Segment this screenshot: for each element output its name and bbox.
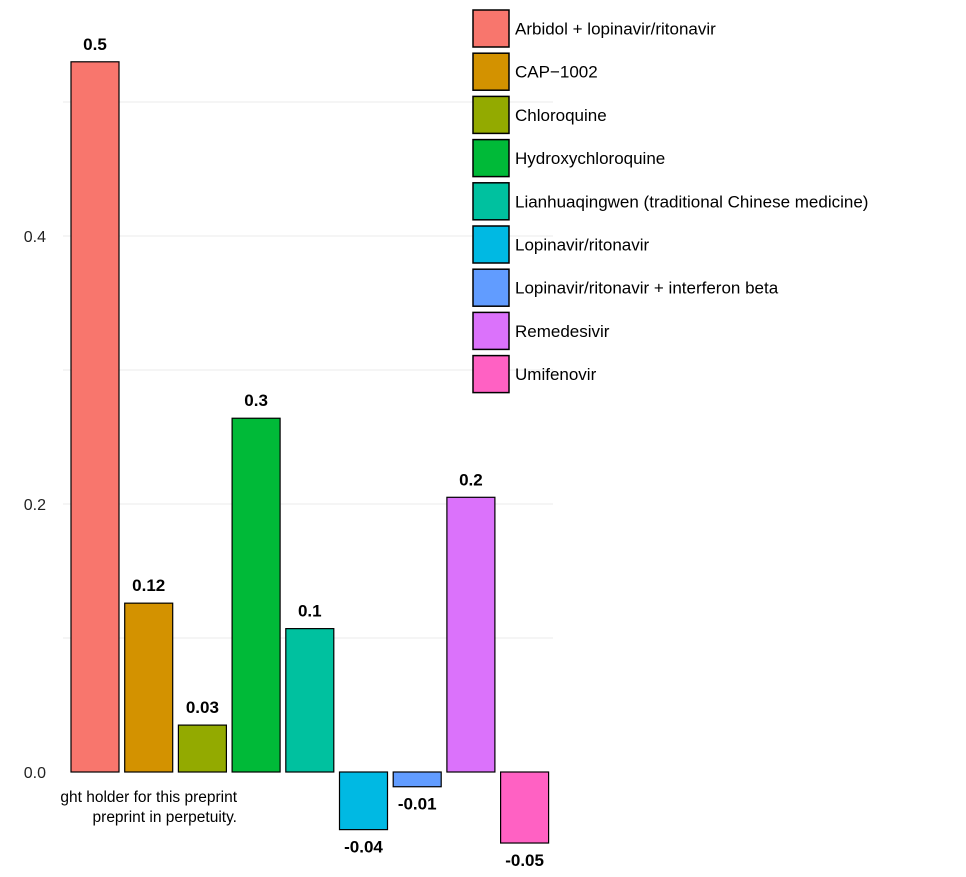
legend-label: Umifenovir: [515, 365, 597, 384]
legend-key: [472, 95, 510, 135]
bar-chloroquine: [177, 724, 227, 773]
data-labels: 0.5 0.12 0.03 0.3 0.1 -0.04 -0.01 0.2 -0.05: [83, 35, 544, 870]
legend-label: Hydroxychloroquine: [515, 149, 665, 168]
legend-key: [472, 354, 510, 394]
data-label: 0.3: [244, 391, 268, 410]
legend: Arbidol + lopinavir/ritonavir CAP−1002 Chl…: [472, 9, 868, 394]
legend-key: [472, 311, 510, 351]
bar-lopinavir-ritonavir: [338, 771, 389, 831]
footnote-line: ght holder for this preprint: [60, 789, 237, 806]
bars: [70, 61, 550, 844]
legend-label: Remedesivir: [515, 322, 610, 341]
footnote: ght holder for this preprint preprint in …: [60, 789, 237, 826]
legend-label: CAP−1002: [515, 63, 598, 82]
legend-label: Arbidol + lopinavir/ritonavir: [515, 20, 716, 39]
y-tick-label: 0.4: [24, 229, 46, 246]
bar-lianhuaqingwen-traditional-chinese-medicine: [285, 628, 335, 773]
data-label: 0.03: [186, 698, 219, 717]
legend-label: Lianhuaqingwen (traditional Chinese medi…: [515, 192, 868, 211]
legend-key: [472, 9, 510, 48]
data-label: -0.04: [344, 838, 383, 857]
data-label: 0.5: [83, 35, 107, 54]
data-label: 0.1: [298, 602, 322, 621]
data-label: 0.2: [459, 470, 483, 489]
data-label: -0.01: [398, 795, 437, 814]
legend-label: Chloroquine: [515, 106, 607, 125]
y-axis: 0.0 0.2 0.4: [24, 229, 46, 782]
y-tick-label: 0.0: [24, 765, 46, 782]
bar-hydroxychloroquine: [231, 417, 281, 773]
legend-key: [472, 138, 510, 178]
legend-label: Lopinavir/ritonavir + interferon beta: [515, 279, 779, 298]
legend-key: [472, 52, 510, 91]
bar-remedesivir: [446, 496, 496, 773]
bar-umifenovir: [500, 771, 550, 844]
bar-lopinavir-ritonavir-interferon-beta: [392, 771, 442, 788]
bar-arbidol-lopinavir-ritonavir: [70, 61, 120, 773]
bar-cap-1002: [124, 602, 174, 773]
footnote-line: preprint in perpetuity.: [93, 809, 237, 826]
data-label: -0.05: [505, 851, 544, 870]
legend-key: [472, 182, 510, 221]
legend-label: Lopinavir/ritonavir: [515, 236, 650, 255]
data-label: 0.12: [132, 576, 165, 595]
y-tick-label: 0.2: [24, 497, 46, 514]
legend-key: [472, 225, 510, 264]
legend-key: [472, 268, 510, 307]
